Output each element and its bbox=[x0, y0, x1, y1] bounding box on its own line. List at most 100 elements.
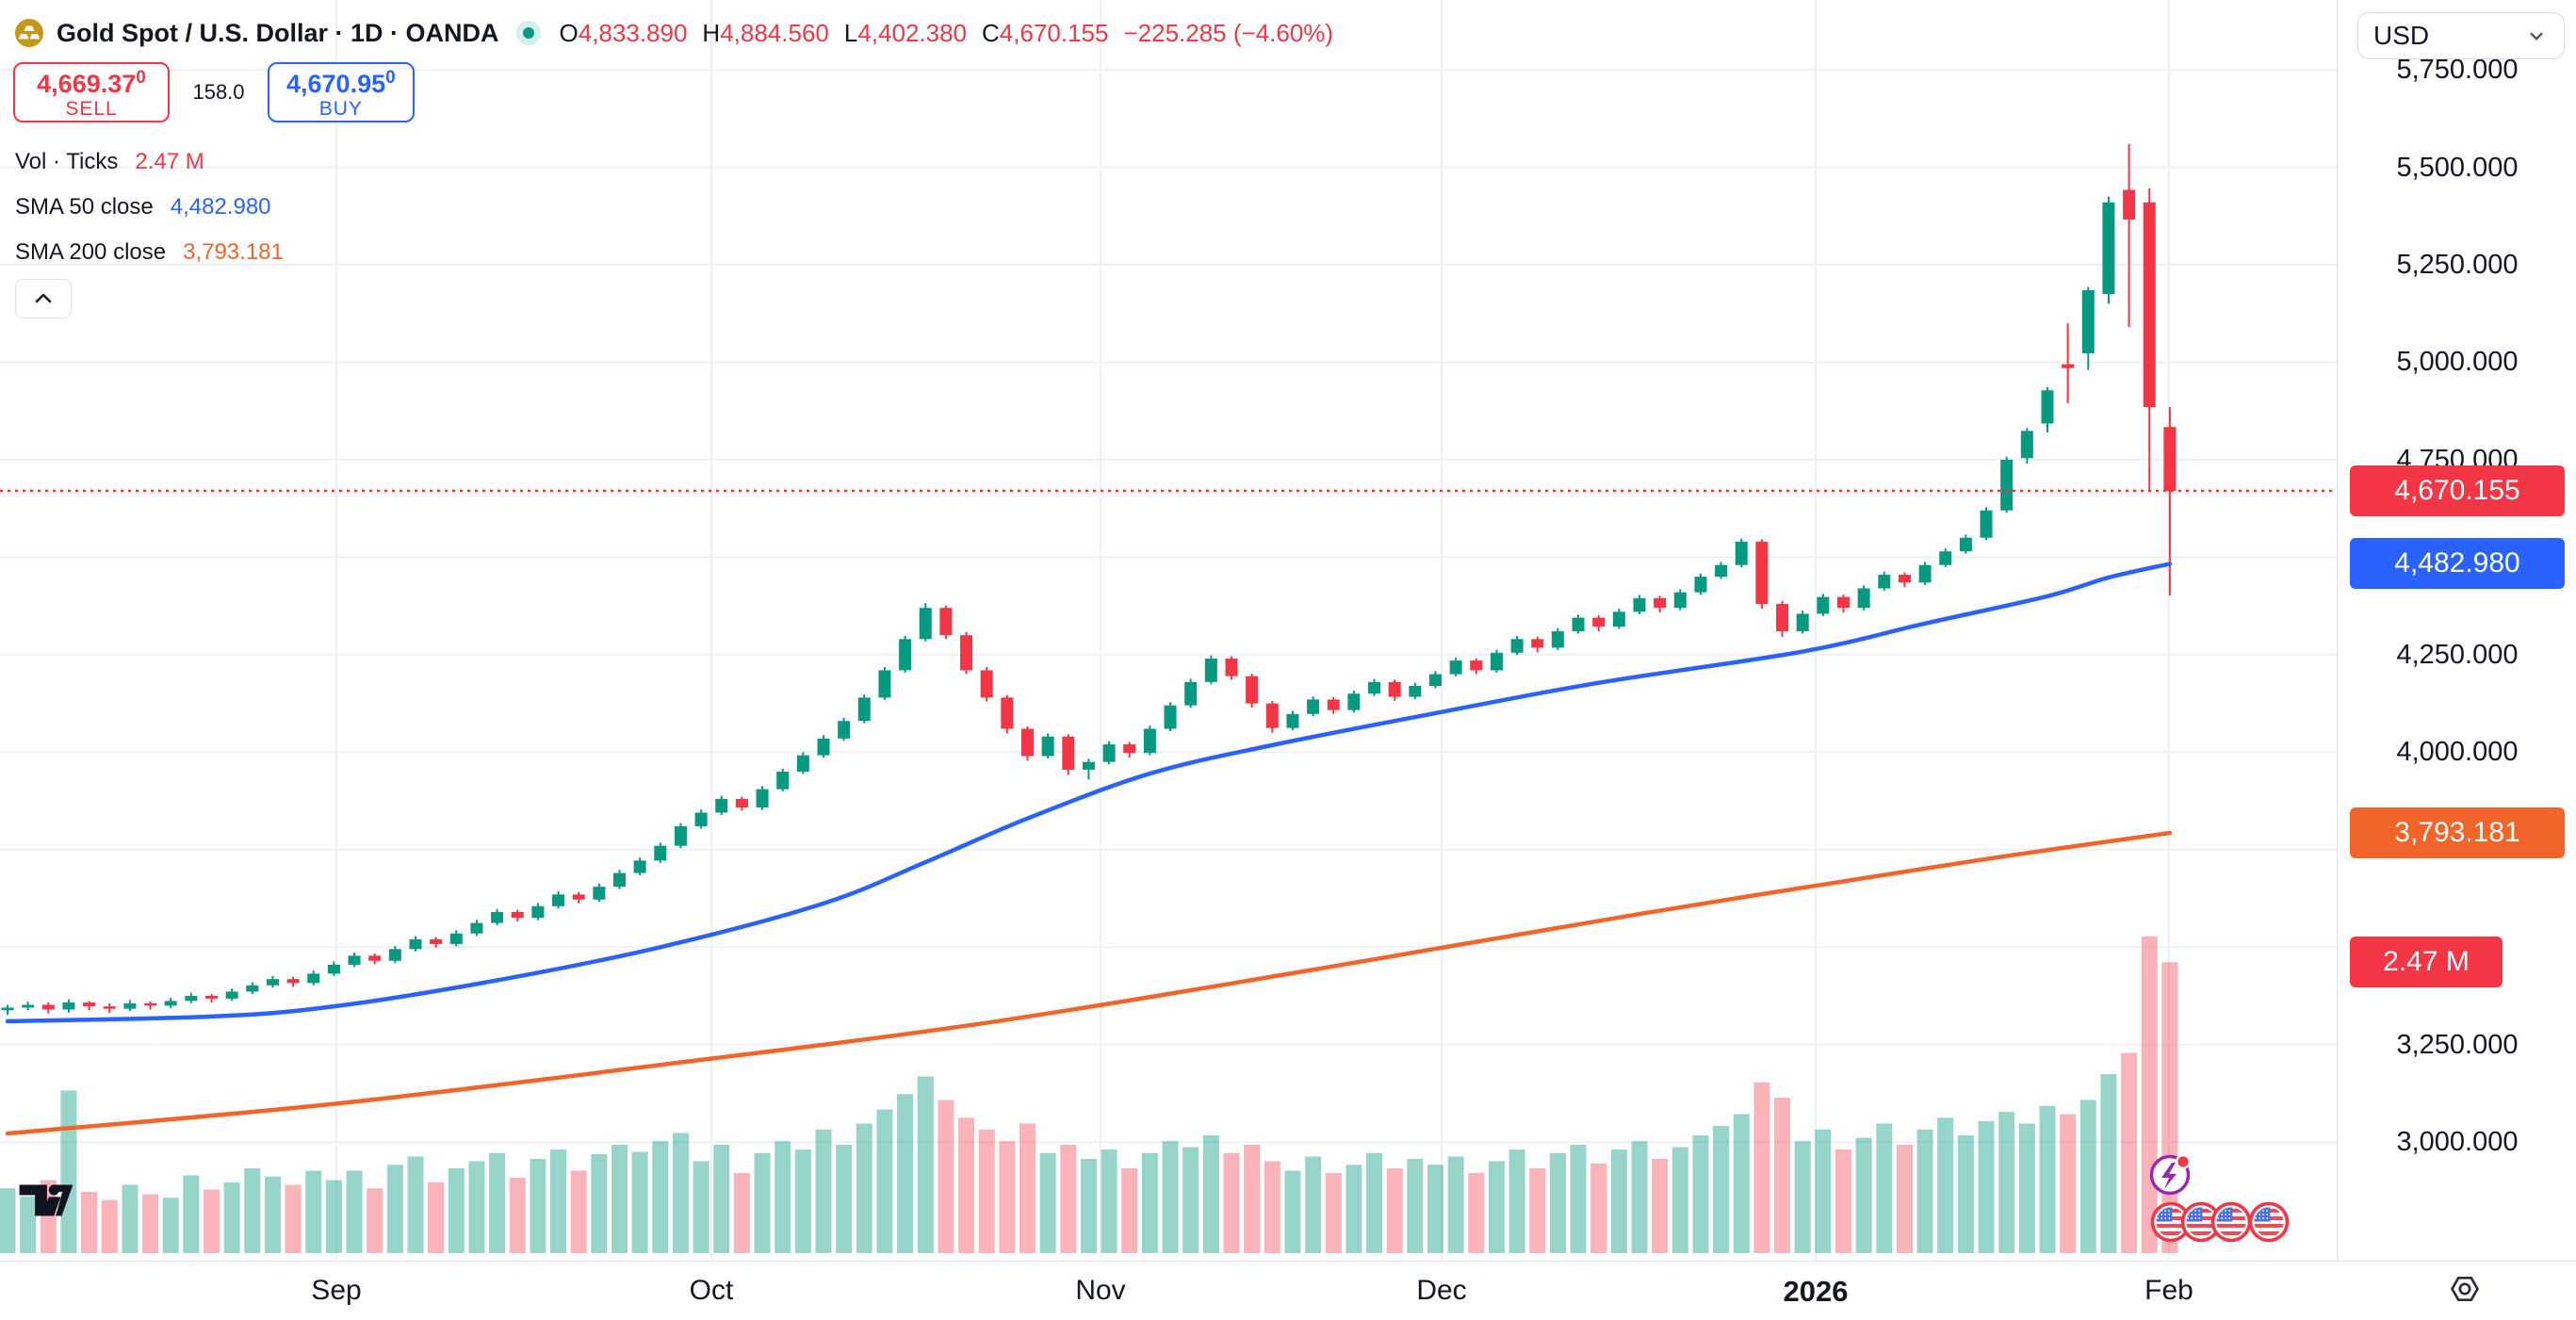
buy-button[interactable]: 4,670.950 BUY bbox=[268, 62, 415, 122]
candle-body bbox=[409, 938, 422, 950]
candle-body bbox=[694, 812, 708, 826]
candle-body bbox=[388, 949, 401, 961]
price-tick-label: 3,000.000 bbox=[2396, 1127, 2519, 1158]
volume-bar bbox=[428, 1182, 445, 1253]
volume-bar bbox=[1876, 1123, 1893, 1253]
time-axis-label: 2026 bbox=[1783, 1275, 1849, 1308]
volume-bar bbox=[1162, 1141, 1179, 1253]
volume-bar bbox=[1060, 1145, 1077, 1253]
volume-bar bbox=[1101, 1149, 1117, 1253]
candle-body bbox=[1878, 575, 1891, 589]
candle-body bbox=[1265, 703, 1279, 728]
trade-widget: 4,669.370 SELL 158.0 4,670.950 BUY bbox=[13, 62, 415, 122]
candle-body bbox=[1654, 597, 1667, 609]
candle-body bbox=[1307, 699, 1320, 714]
candle-body bbox=[164, 1001, 177, 1006]
volume-bar bbox=[754, 1152, 771, 1253]
volume-bar bbox=[367, 1188, 383, 1253]
volume-bar bbox=[937, 1100, 954, 1253]
volume-bar bbox=[856, 1123, 872, 1253]
volume-bar bbox=[142, 1194, 159, 1253]
tradingview-logo-icon[interactable] bbox=[15, 1180, 77, 1221]
volume-bar bbox=[631, 1151, 648, 1253]
volume-bar bbox=[1019, 1123, 1035, 1253]
price-tick-label: 5,750.000 bbox=[2396, 55, 2519, 86]
candle-body bbox=[1286, 713, 1299, 728]
legend-row-sma50[interactable]: SMA 50 close 4,482.980 bbox=[15, 185, 284, 230]
volume-bar bbox=[386, 1165, 403, 1253]
candle-body bbox=[1368, 681, 1381, 694]
candle-body bbox=[1388, 681, 1401, 697]
time-axis-label: Nov bbox=[1075, 1275, 1126, 1306]
volume-bar bbox=[1447, 1156, 1464, 1253]
volume-bar bbox=[794, 1149, 811, 1253]
candle-body bbox=[1939, 551, 1952, 565]
lightning-events-icon[interactable] bbox=[2149, 1154, 2192, 1196]
candle-body bbox=[2081, 289, 2095, 353]
volume-bar bbox=[2079, 1100, 2096, 1253]
price-axis[interactable]: 5,750.000 5,500.000 5,250.000 5,000.000 4,75… bbox=[2337, 0, 2576, 1261]
volume-bar bbox=[1590, 1164, 1607, 1253]
candle-body bbox=[449, 933, 463, 944]
candle-body bbox=[980, 670, 993, 698]
volume-bar bbox=[1652, 1159, 1669, 1253]
volume-bar bbox=[1529, 1168, 1546, 1253]
sell-button[interactable]: 4,669.370 SELL bbox=[13, 62, 170, 122]
volume-bar bbox=[672, 1133, 689, 1253]
volume-bar bbox=[305, 1170, 322, 1253]
candle-body bbox=[796, 755, 809, 773]
symbol-title[interactable]: Gold Spot / U.S. Dollar · 1D · OANDA bbox=[57, 18, 499, 47]
volume-bar bbox=[60, 1090, 77, 1253]
volume-bar bbox=[1182, 1147, 1199, 1253]
candle-body bbox=[22, 1004, 35, 1008]
economic-event-flag-icons[interactable] bbox=[2150, 1201, 2290, 1243]
indicators-collapse-button[interactable] bbox=[15, 279, 72, 318]
candle-body bbox=[2041, 390, 2054, 424]
candle-body bbox=[2163, 427, 2177, 491]
currency-selector[interactable]: USD bbox=[2357, 12, 2565, 59]
candle-body bbox=[1755, 541, 1769, 605]
candle-body bbox=[2062, 364, 2075, 368]
candle-body bbox=[1490, 652, 1503, 671]
us-flag-icon[interactable] bbox=[2180, 1201, 2222, 1243]
volume-bar bbox=[1733, 1114, 1750, 1253]
us-flag-icon[interactable] bbox=[2248, 1201, 2290, 1243]
volume-bar bbox=[1345, 1165, 1362, 1253]
volume-bar bbox=[407, 1156, 424, 1253]
candle-body bbox=[1837, 596, 1850, 609]
volume-bar bbox=[1610, 1149, 1627, 1253]
candle-body bbox=[123, 1002, 137, 1009]
candle-body bbox=[1572, 617, 1585, 632]
us-flag-icon[interactable] bbox=[2210, 1201, 2252, 1243]
legend-name: Vol · Ticks bbox=[15, 149, 119, 174]
sell-label: SELL bbox=[65, 98, 118, 120]
us-flag-icon[interactable] bbox=[2150, 1201, 2192, 1243]
candle-body bbox=[633, 860, 646, 873]
candle-body bbox=[1959, 537, 1972, 552]
time-axis[interactable]: Sep Oct Nov Dec 2026 Feb bbox=[0, 1261, 2576, 1320]
close-value: C 4,670.155 bbox=[982, 18, 1109, 47]
spread-value: 158.0 bbox=[192, 80, 245, 104]
candle-body bbox=[1409, 685, 1422, 697]
candle-body bbox=[654, 845, 667, 861]
price-badge-volume: 2.47 M bbox=[2350, 937, 2503, 988]
market-status-icon[interactable] bbox=[515, 21, 541, 45]
candle-body bbox=[817, 738, 830, 756]
candle-body bbox=[2000, 459, 2014, 511]
legend-row-sma200[interactable]: SMA 200 close 3,793.181 bbox=[15, 230, 284, 275]
volume-bar bbox=[611, 1145, 628, 1253]
candle-body bbox=[1918, 564, 1932, 583]
volume-bar bbox=[876, 1109, 893, 1253]
volume-bar bbox=[285, 1184, 302, 1253]
candle-body bbox=[776, 772, 790, 790]
gear-icon[interactable] bbox=[2448, 1272, 2482, 1306]
legend-value: 2.47 M bbox=[135, 149, 204, 174]
legend-row-volume[interactable]: Vol · Ticks 2.47 M bbox=[15, 139, 284, 185]
volume-bar bbox=[693, 1161, 709, 1253]
volume-bar bbox=[101, 1199, 118, 1253]
price-tick-label: 3,250.000 bbox=[2396, 1029, 2519, 1060]
volume-bar bbox=[1039, 1152, 1056, 1253]
candle-body bbox=[1184, 681, 1198, 706]
candle-body bbox=[613, 872, 626, 888]
volume-bar bbox=[509, 1178, 526, 1253]
